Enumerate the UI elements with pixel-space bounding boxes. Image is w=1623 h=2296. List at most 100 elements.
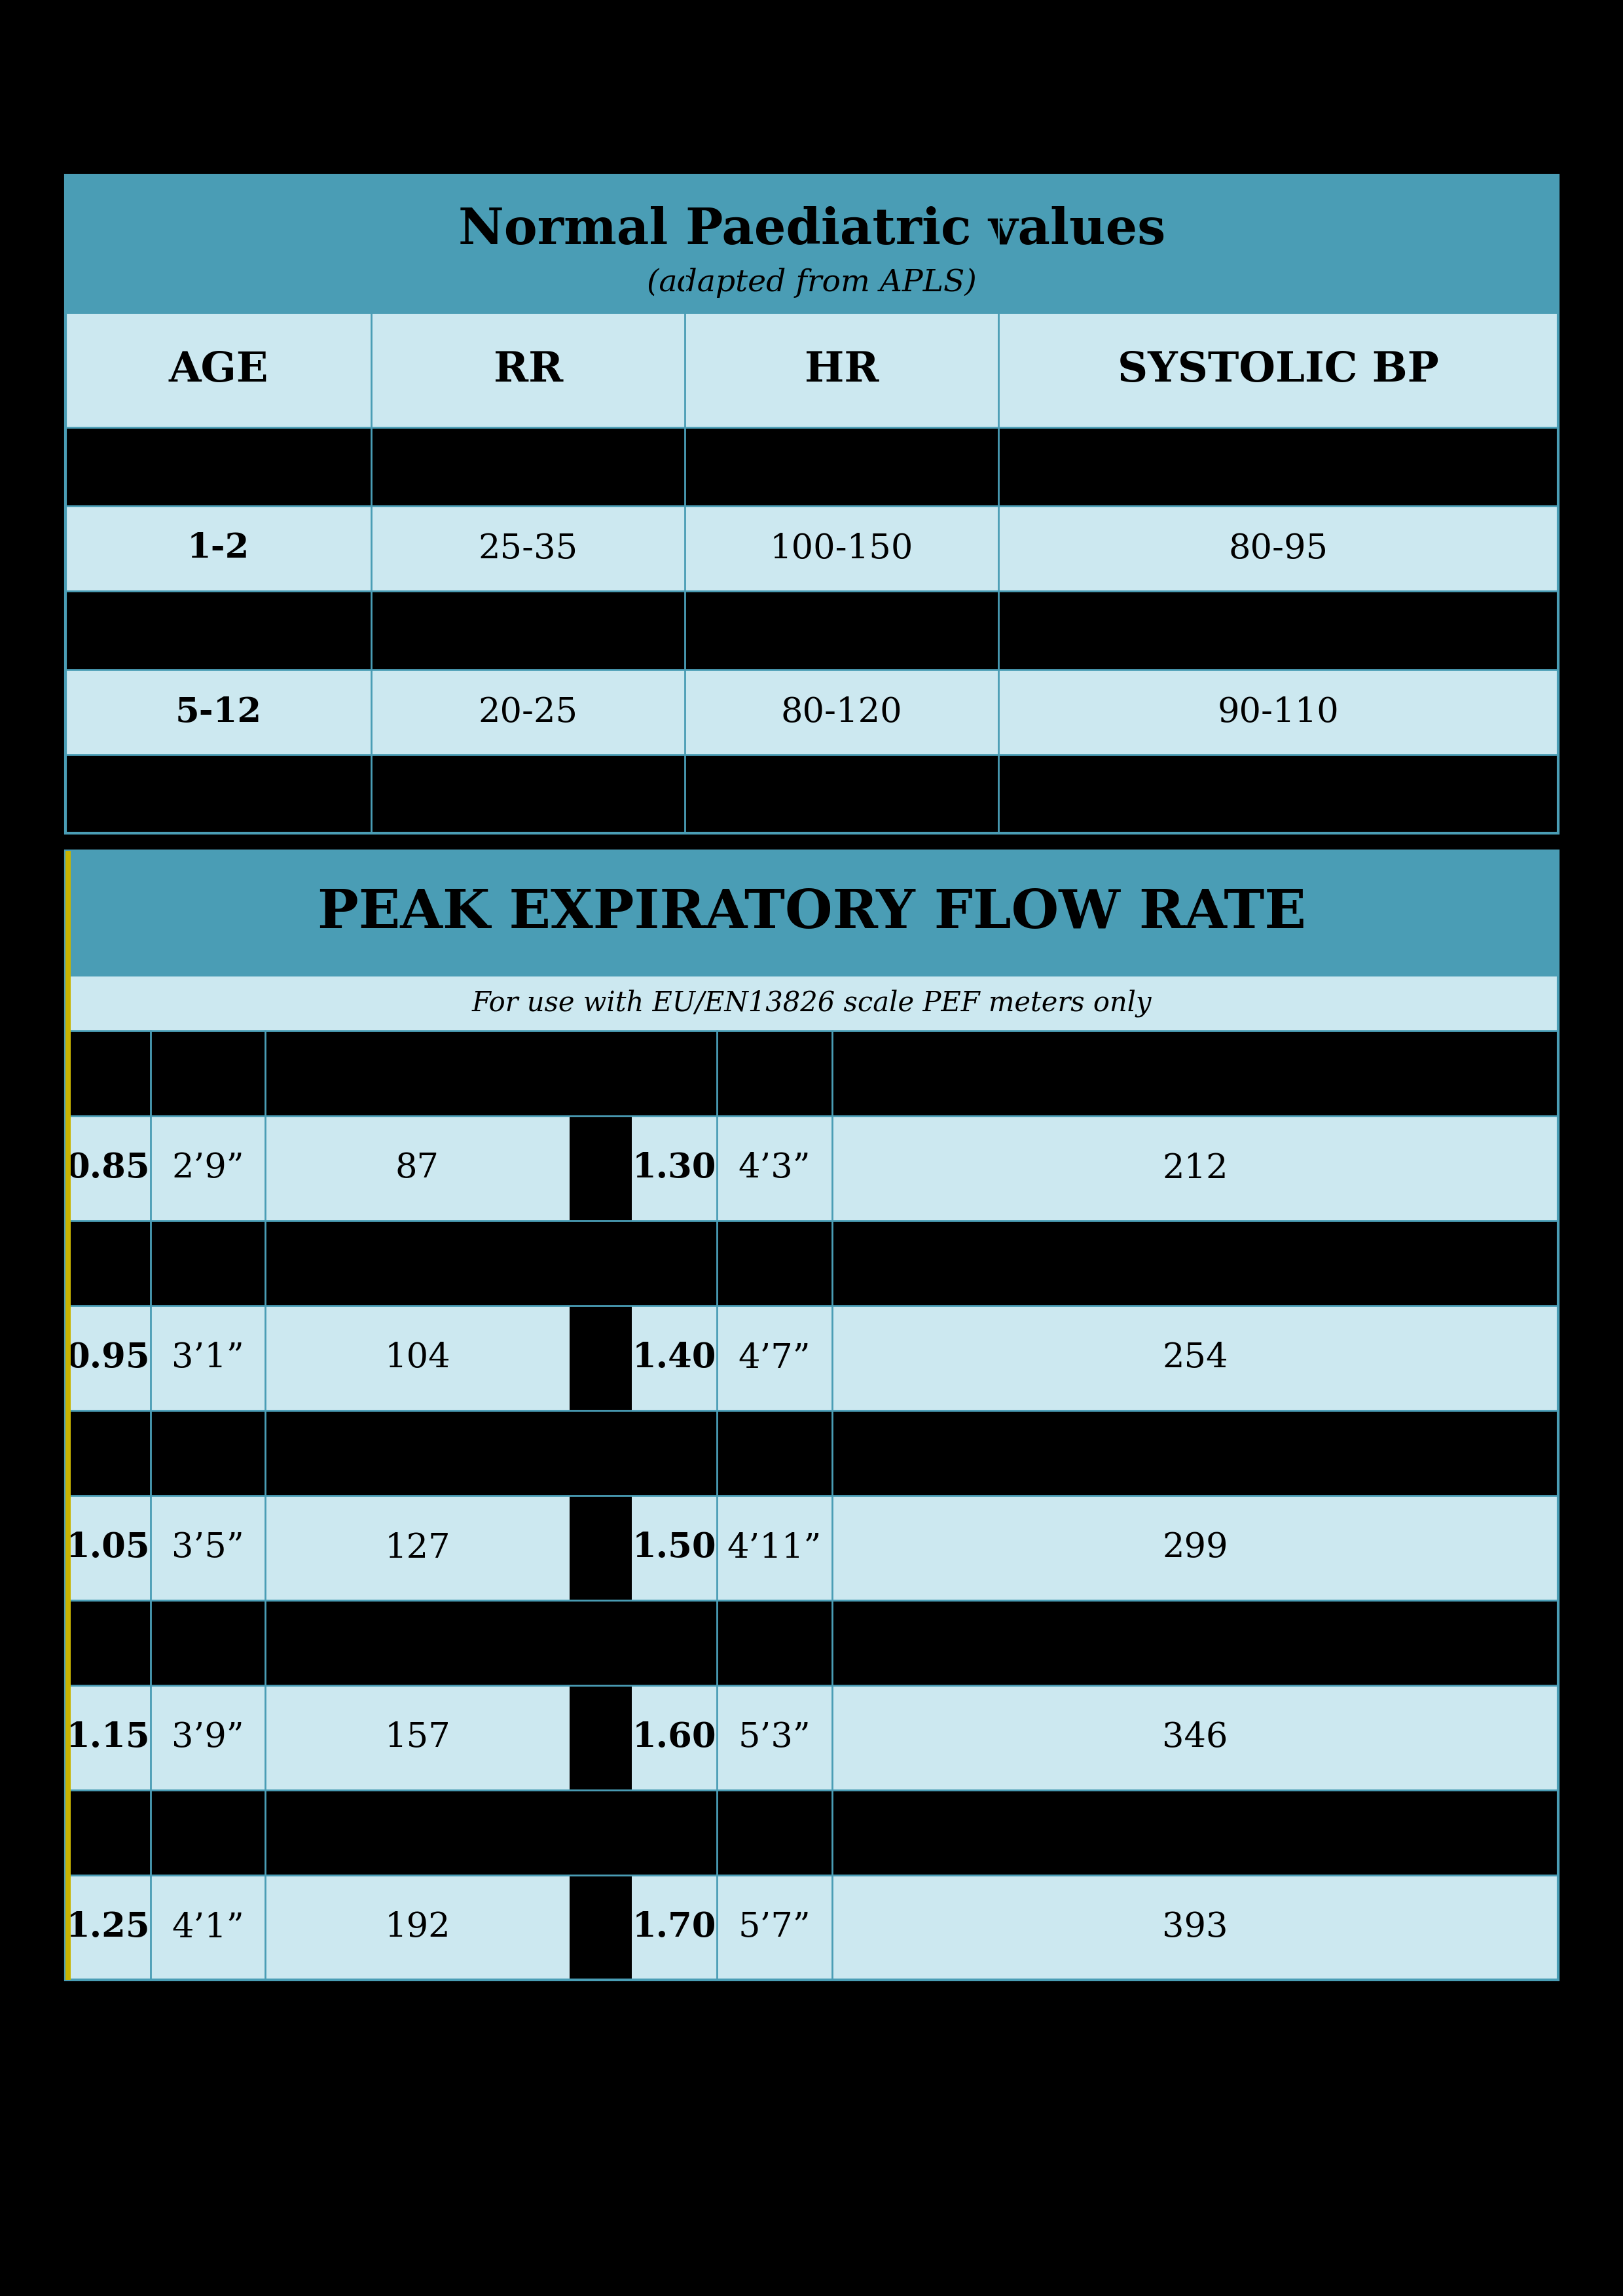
Text: Normal Paediatric values: Normal Paediatric values [458,207,1165,255]
Bar [65,852,71,1979]
Bar [833,1495,1558,1600]
Bar [685,505,998,590]
Bar [717,1495,833,1600]
Bar [685,670,998,755]
Text: 3’9”: 3’9” [172,1722,243,1754]
Bar [65,755,1558,833]
Bar [65,312,372,427]
Text: 1.15: 1.15 [67,1722,151,1754]
Text: 1.70: 1.70 [633,1910,716,1945]
Bar [65,1221,1558,1306]
Text: 0.85: 0.85 [67,1153,151,1185]
Bar [65,1031,1558,1116]
Bar [833,1876,1558,1979]
Text: PEAK EXPIRATORY FLOW RATE: PEAK EXPIRATORY FLOW RATE [318,886,1307,939]
Bar [685,312,998,427]
Text: (adapted from APLS): (adapted from APLS) [648,269,977,298]
Bar [717,1685,833,1791]
Text: 3’1”: 3’1” [172,1341,243,1375]
Text: SYSTOLIC BP: SYSTOLIC BP [1118,351,1440,390]
Bar [833,1116,1558,1221]
Text: 1.30: 1.30 [633,1153,716,1185]
Bar [65,505,372,590]
Text: 1.50: 1.50 [633,1531,716,1564]
Bar [631,1116,717,1221]
Bar [570,1116,631,1221]
Bar [65,1876,151,1979]
Text: 80-95: 80-95 [1229,533,1328,565]
Text: 254: 254 [1162,1341,1229,1375]
Bar [65,1495,151,1600]
Text: 127: 127 [385,1531,450,1564]
Bar [631,1685,717,1791]
Bar [65,670,372,755]
Text: 393: 393 [1162,1910,1229,1945]
Text: 192: 192 [385,1910,450,1945]
Bar [372,312,685,427]
Text: 4’7”: 4’7” [738,1341,810,1375]
Text: 0.95: 0.95 [67,1341,151,1375]
Bar [151,1876,265,1979]
Bar [65,1410,1558,1495]
Bar [570,1876,631,1979]
Text: 1.60: 1.60 [633,1722,716,1754]
Bar [65,174,1558,312]
Bar [65,852,1558,976]
Bar [265,1116,570,1221]
Text: For use with EU/EN13826 scale PEF meters only: For use with EU/EN13826 scale PEF meters… [472,990,1152,1017]
Bar [833,1685,1558,1791]
Bar [998,670,1558,755]
Text: 80-120: 80-120 [781,696,902,728]
Text: 5’7”: 5’7” [738,1910,812,1945]
Text: 3’5”: 3’5” [172,1531,243,1564]
Bar [151,1495,265,1600]
Bar [265,1495,570,1600]
Bar [65,174,1558,833]
Bar [65,852,1558,1979]
Bar [372,670,685,755]
Bar [265,1306,570,1410]
Text: 90-110: 90-110 [1217,696,1339,728]
Bar [570,1495,631,1600]
Bar [65,1685,151,1791]
Bar [570,1685,631,1791]
Bar [65,1116,151,1221]
Text: 157: 157 [385,1722,450,1754]
Text: 299: 299 [1162,1531,1229,1564]
Text: 4’11”: 4’11” [727,1531,821,1564]
Text: HR: HR [805,351,878,390]
Bar [631,1306,717,1410]
Text: AGE: AGE [169,351,268,390]
Bar [998,505,1558,590]
Text: 87: 87 [396,1153,440,1185]
Text: 1.40: 1.40 [633,1341,716,1375]
Text: 1.25: 1.25 [67,1910,151,1945]
Text: RR: RR [493,351,563,390]
Bar [151,1306,265,1410]
Text: 4’3”: 4’3” [738,1153,810,1185]
Bar [265,1876,570,1979]
Text: 5-12: 5-12 [175,696,261,728]
Bar [717,1876,833,1979]
Bar [372,505,685,590]
Text: 25-35: 25-35 [479,533,578,565]
Bar [833,1306,1558,1410]
Bar [265,1685,570,1791]
Bar [151,1685,265,1791]
Bar [65,590,1558,670]
Text: 5’3”: 5’3” [738,1722,812,1754]
Bar [717,1116,833,1221]
Text: 100-150: 100-150 [769,533,914,565]
Bar [65,1306,151,1410]
Bar [631,1495,717,1600]
Bar [151,1116,265,1221]
Text: 4’1”: 4’1” [172,1910,243,1945]
Text: 212: 212 [1162,1153,1229,1185]
Text: 1-2: 1-2 [187,533,250,565]
Text: 2’9”: 2’9” [172,1153,243,1185]
Bar [998,312,1558,427]
Bar [65,1600,1558,1685]
Text: 1.05: 1.05 [67,1531,151,1564]
Bar [65,1791,1558,1876]
Bar [570,1306,631,1410]
